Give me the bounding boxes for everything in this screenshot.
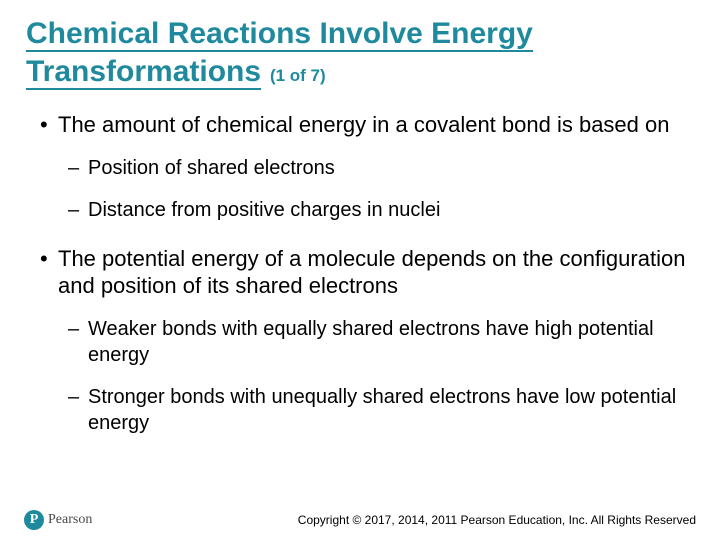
slide: Chemical Reactions Involve Energy Transf…: [0, 0, 720, 540]
sub-bullet-item: Distance from positive charges in nuclei: [88, 197, 694, 223]
bullet-list: The amount of chemical energy in a coval…: [58, 111, 694, 436]
footer: P Pearson Copyright © 2017, 2014, 2011 P…: [0, 510, 720, 530]
pearson-logo: P Pearson: [24, 510, 92, 530]
title-sub: (1 of 7): [270, 66, 326, 85]
sub-bullet-item: Weaker bonds with equally shared electro…: [88, 316, 694, 368]
bullet-text: The potential energy of a molecule depen…: [58, 246, 685, 299]
sub-bullet-item: Stronger bonds with unequally shared ele…: [88, 384, 694, 436]
sub-bullet-text: Stronger bonds with unequally shared ele…: [88, 386, 676, 434]
sub-bullet-text: Weaker bonds with equally shared electro…: [88, 318, 654, 366]
bullet-text: The amount of chemical energy in a coval…: [58, 112, 670, 137]
logo-text: Pearson: [48, 512, 92, 528]
logo-mark-icon: P: [24, 510, 44, 530]
sub-bullet-text: Position of shared electrons: [88, 157, 335, 179]
sub-bullet-list: Position of shared electrons Distance fr…: [88, 155, 694, 223]
sub-bullet-list: Weaker bonds with equally shared electro…: [88, 316, 694, 436]
copyright-text: Copyright © 2017, 2014, 2011 Pearson Edu…: [298, 513, 696, 527]
sub-bullet-text: Distance from positive charges in nuclei: [88, 199, 440, 221]
sub-bullet-item: Position of shared electrons: [88, 155, 694, 181]
bullet-item: The potential energy of a molecule depen…: [58, 245, 694, 436]
bullet-item: The amount of chemical energy in a coval…: [58, 111, 694, 223]
slide-title: Chemical Reactions Involve Energy Transf…: [26, 14, 694, 89]
